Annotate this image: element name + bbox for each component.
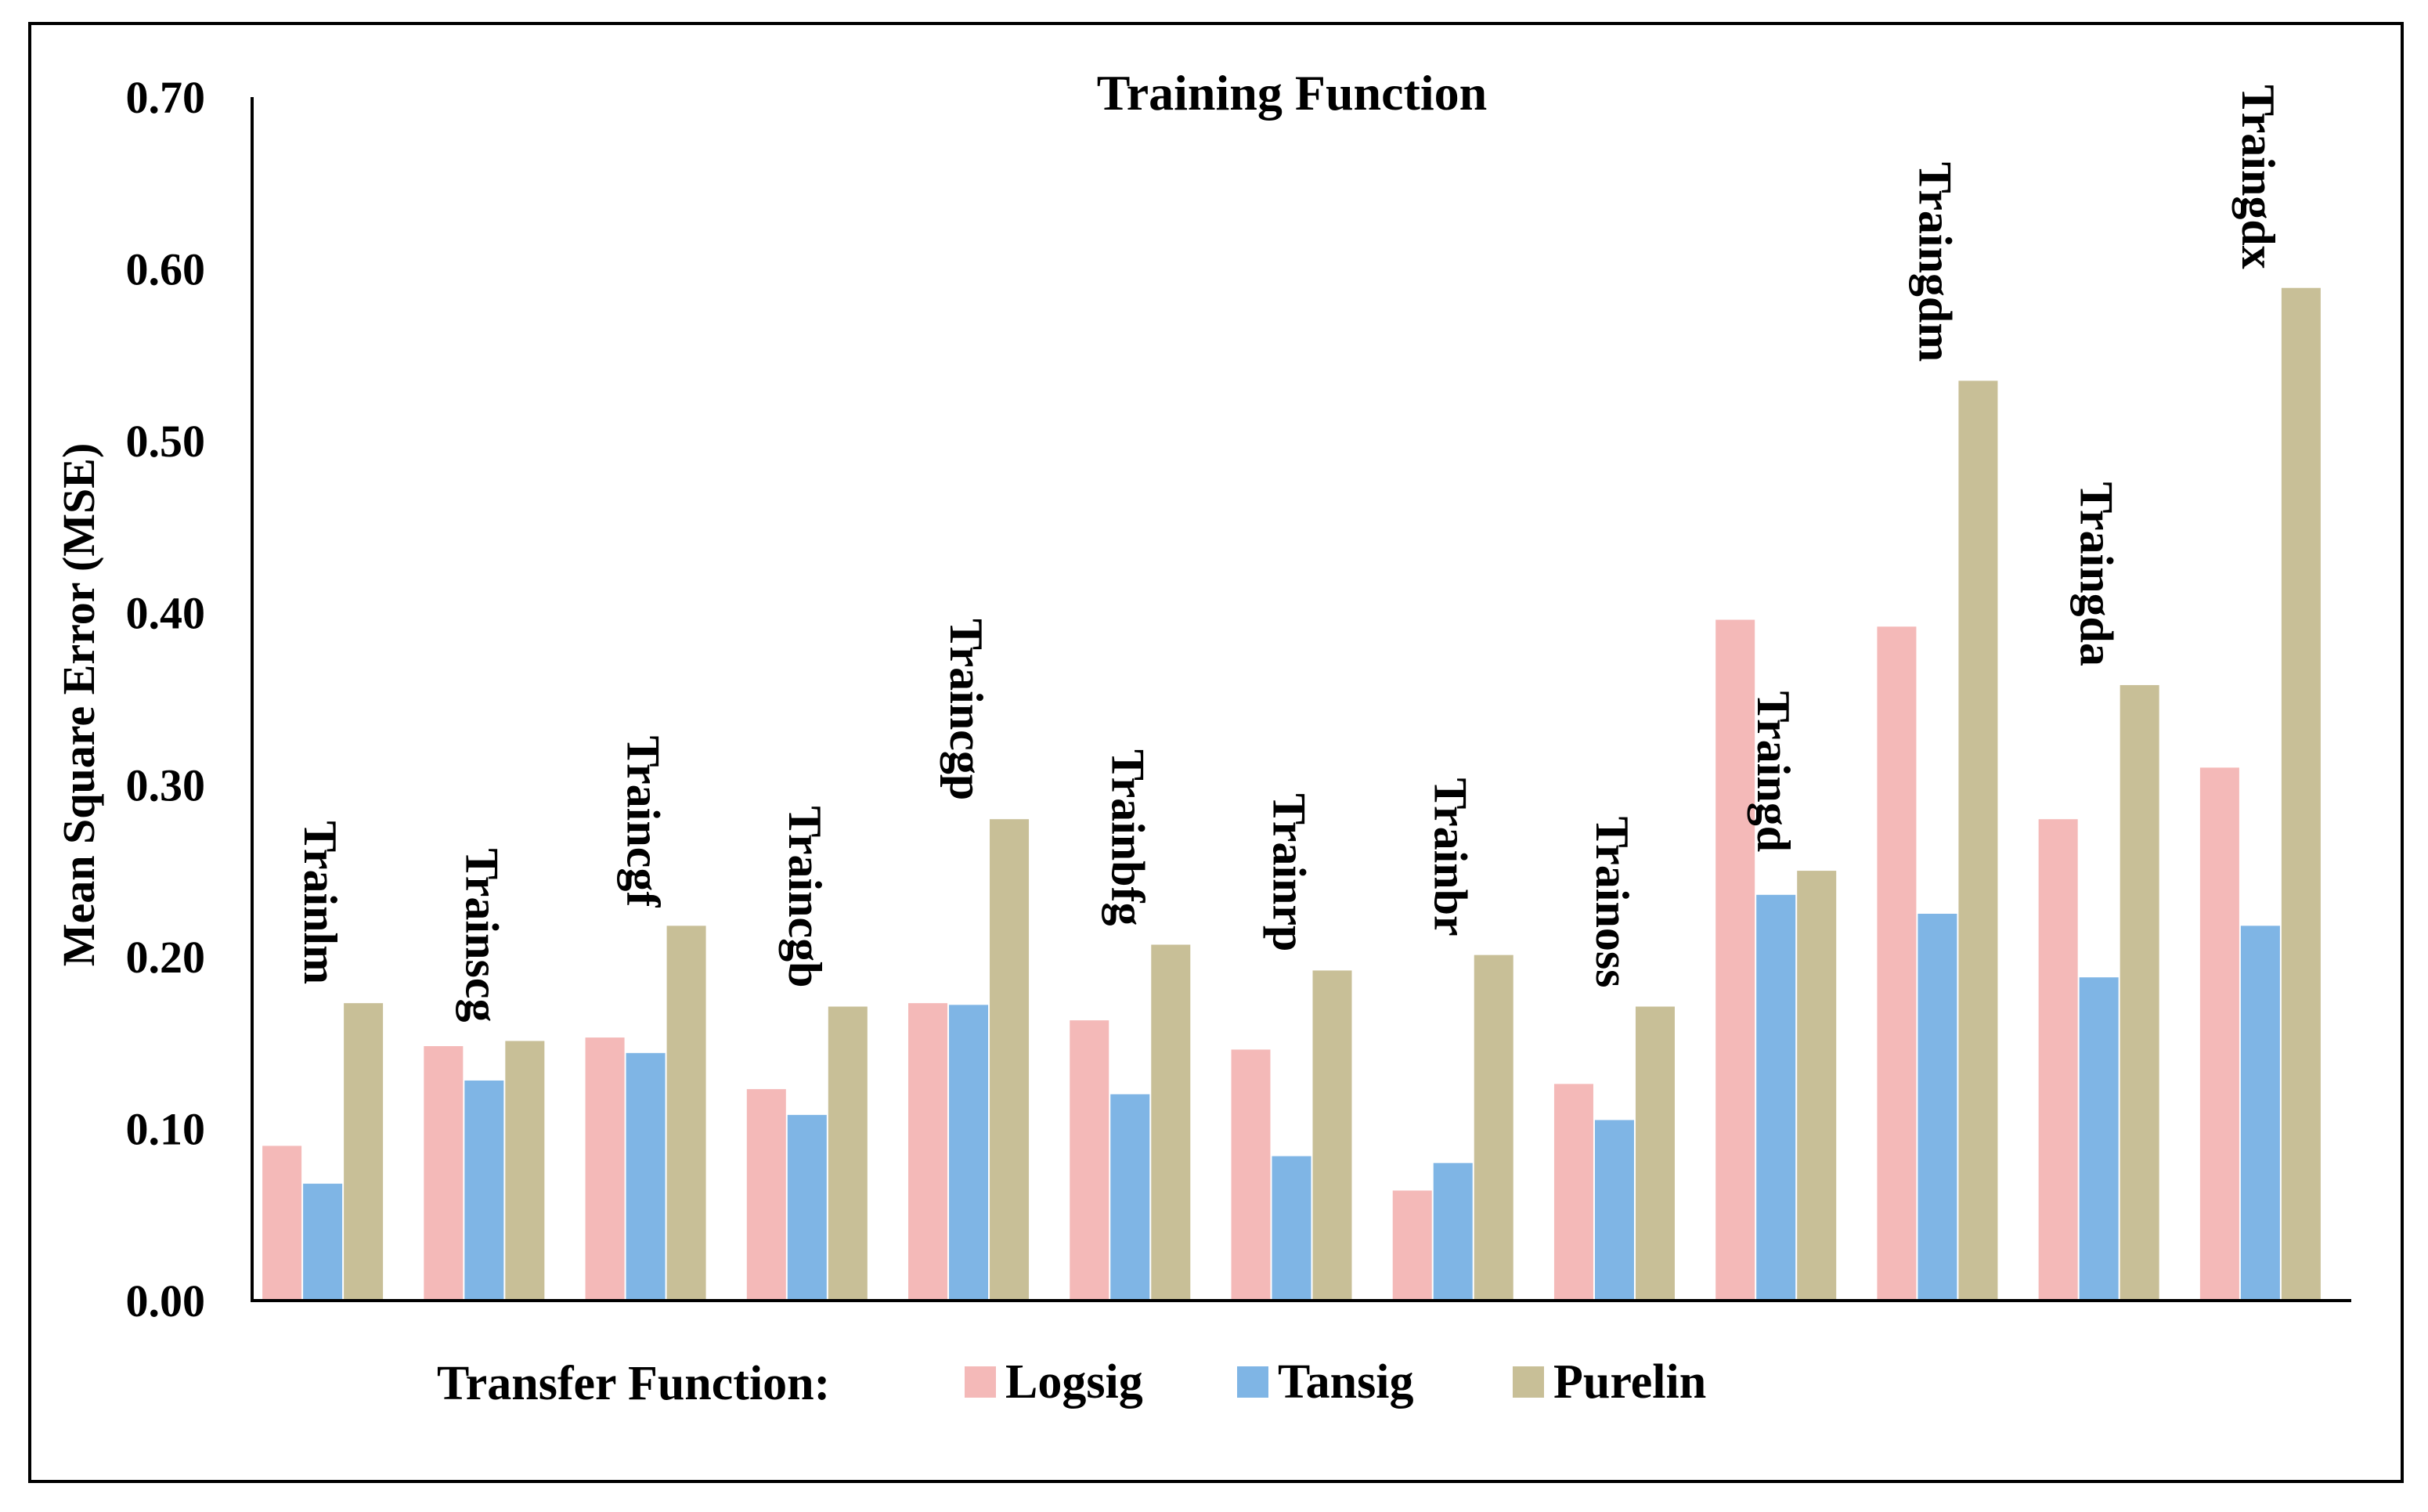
bar-logsig bbox=[2199, 767, 2239, 1301]
bars bbox=[262, 287, 2321, 1301]
bar-logsig bbox=[1392, 1190, 1432, 1301]
y-tick-label: 0.50 bbox=[126, 416, 206, 467]
bar-tansig bbox=[1594, 1120, 1634, 1301]
legend-label-logsig: Logsig bbox=[1005, 1355, 1143, 1409]
y-tick-label: 0.30 bbox=[126, 760, 206, 810]
category-label: Traingdx bbox=[2232, 85, 2284, 269]
bar-logsig bbox=[262, 1146, 302, 1301]
category-label: Traingd bbox=[1748, 691, 1799, 852]
bar-purelin bbox=[828, 1006, 868, 1301]
bar-logsig bbox=[2038, 819, 2078, 1301]
category-label: Trainlm bbox=[294, 821, 346, 984]
bar-logsig bbox=[1070, 1020, 1109, 1301]
category-label: Traincgb bbox=[779, 806, 831, 987]
bar-purelin bbox=[1797, 871, 1837, 1301]
y-tick-label: 0.00 bbox=[126, 1276, 206, 1326]
category-label: Trainbfg bbox=[1102, 749, 1153, 926]
bar-purelin bbox=[1474, 954, 1513, 1301]
legend-swatch-tansig bbox=[1237, 1366, 1268, 1398]
y-tick-label: 0.60 bbox=[126, 244, 206, 295]
bar-purelin bbox=[2120, 684, 2159, 1301]
category-label: Traingdm bbox=[1909, 162, 1961, 363]
bar-purelin bbox=[1151, 944, 1191, 1301]
chart-title: Training Function bbox=[1097, 65, 1487, 121]
bar-purelin bbox=[666, 926, 706, 1301]
y-axis-ticks: 0.00 0.10 0.20 0.30 0.40 0.50 0.60 0.70 bbox=[126, 72, 206, 1326]
bar-tansig bbox=[1272, 1156, 1311, 1301]
legend-label-purelin: Purelin bbox=[1553, 1355, 1706, 1409]
bar-tansig bbox=[2079, 977, 2119, 1301]
bar-logsig bbox=[1231, 1049, 1271, 1301]
bar-tansig bbox=[303, 1183, 343, 1301]
category-label: Trainoss bbox=[1586, 817, 1638, 988]
bar-tansig bbox=[626, 1052, 666, 1301]
bar-logsig bbox=[1553, 1084, 1593, 1301]
y-tick-label: 0.10 bbox=[126, 1103, 206, 1154]
bar-tansig bbox=[949, 1005, 989, 1301]
bar-logsig bbox=[424, 1046, 464, 1301]
bar-tansig bbox=[1918, 913, 1957, 1301]
legend-swatch-logsig bbox=[965, 1366, 996, 1398]
y-tick-label: 0.70 bbox=[126, 72, 206, 123]
category-label: Traingda bbox=[2071, 482, 2123, 666]
bar-purelin bbox=[1958, 381, 1998, 1301]
category-label: Traincgp bbox=[940, 619, 992, 800]
bar-tansig bbox=[1110, 1094, 1150, 1301]
bar-purelin bbox=[344, 1003, 384, 1301]
legend-title: Transfer Function: bbox=[437, 1357, 830, 1410]
bar-purelin bbox=[2281, 287, 2321, 1301]
bar-tansig bbox=[1433, 1163, 1473, 1301]
bar-purelin bbox=[1312, 970, 1352, 1301]
bar-tansig bbox=[2240, 926, 2280, 1301]
legend-swatch-purelin bbox=[1513, 1366, 1544, 1398]
bar-logsig bbox=[746, 1088, 786, 1301]
y-axis-label: Mean Square Error (MSE) bbox=[53, 443, 104, 967]
bar-purelin bbox=[1635, 1006, 1675, 1301]
legend: Logsig Tansig Purelin bbox=[965, 1355, 1706, 1409]
category-label: Trainscg bbox=[456, 848, 507, 1022]
bar-purelin bbox=[505, 1041, 545, 1301]
category-label: Trainbr bbox=[1425, 778, 1477, 936]
bar-logsig bbox=[1877, 626, 1917, 1301]
bar-logsig bbox=[585, 1037, 625, 1301]
bar-tansig bbox=[1756, 894, 1796, 1301]
y-tick-label: 0.20 bbox=[126, 932, 206, 983]
legend-label-tansig: Tansig bbox=[1278, 1355, 1414, 1409]
bar-tansig bbox=[464, 1080, 504, 1301]
bar-logsig bbox=[1715, 619, 1755, 1301]
y-tick-label: 0.40 bbox=[126, 588, 206, 639]
bar-purelin bbox=[990, 819, 1030, 1301]
category-label: Traincgf bbox=[618, 735, 669, 908]
category-label: Trainrp bbox=[1264, 793, 1315, 951]
bar-tansig bbox=[787, 1114, 827, 1301]
category-labels: Trainlm Trainscg Traincgf Traincgb Traincgp T… bbox=[294, 85, 2284, 1022]
bar-logsig bbox=[908, 1003, 948, 1301]
